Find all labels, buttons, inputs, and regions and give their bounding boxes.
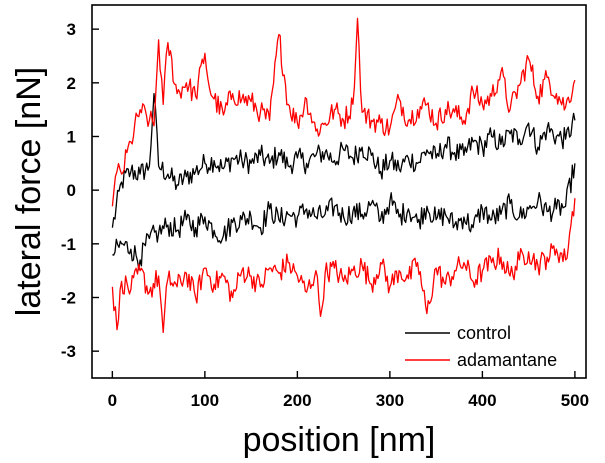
ticks-layer: 0 100 200 300 400 500 -3 -2 -1 0 1 2 3: [61, 20, 589, 410]
x-tick-label: 200: [283, 391, 311, 410]
legend-label-control: control: [457, 323, 511, 343]
x-tick-label: 500: [561, 391, 589, 410]
y-tick-label: 2: [67, 74, 76, 93]
y-axis-title: lateral force [nN]: [10, 67, 48, 316]
x-axis-title: position [nm]: [243, 421, 436, 459]
x-tick-label: 300: [376, 391, 404, 410]
series-line-control-trace: [111, 92, 576, 228]
legend-label-adamantane: adamantane: [457, 350, 557, 370]
y-tick-label: 1: [67, 127, 76, 146]
x-tick-label: 400: [468, 391, 496, 410]
legend: control adamantane: [405, 323, 557, 370]
series-line-adamantane-trace: [111, 17, 576, 207]
x-tick-label: 0: [108, 391, 117, 410]
series-line-adamantane-retrace: [111, 198, 576, 334]
y-tick-label: 3: [67, 20, 76, 39]
y-tick-label: -2: [61, 288, 76, 307]
y-tick-label: -3: [61, 342, 76, 361]
x-tick-label: 100: [191, 391, 219, 410]
plot-frame: [91, 4, 587, 379]
series-line-control-retrace: [112, 163, 576, 271]
y-tick-label: -1: [61, 235, 76, 254]
y-tick-label: 0: [67, 181, 76, 200]
series-layer: [111, 17, 576, 334]
